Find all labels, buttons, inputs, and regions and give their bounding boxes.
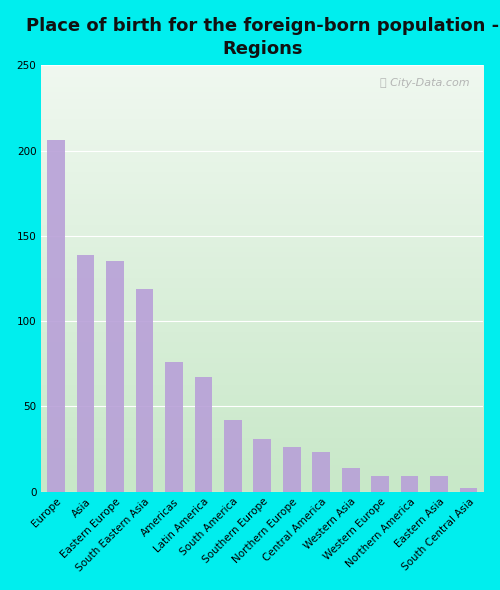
Bar — [194, 378, 212, 491]
Bar — [430, 476, 448, 491]
Bar — [460, 489, 477, 491]
Bar — [372, 476, 389, 491]
Bar — [76, 255, 94, 491]
Bar — [224, 420, 242, 491]
Text: ⓘ City-Data.com: ⓘ City-Data.com — [380, 78, 470, 88]
Bar — [312, 453, 330, 491]
Bar — [47, 140, 65, 491]
Bar — [136, 289, 154, 491]
Bar — [106, 261, 124, 491]
Bar — [342, 468, 359, 491]
Bar — [165, 362, 182, 491]
Title: Place of birth for the foreign-born population -
Regions: Place of birth for the foreign-born popu… — [26, 17, 499, 58]
Bar — [401, 476, 418, 491]
Bar — [254, 439, 271, 491]
Bar — [283, 447, 300, 491]
